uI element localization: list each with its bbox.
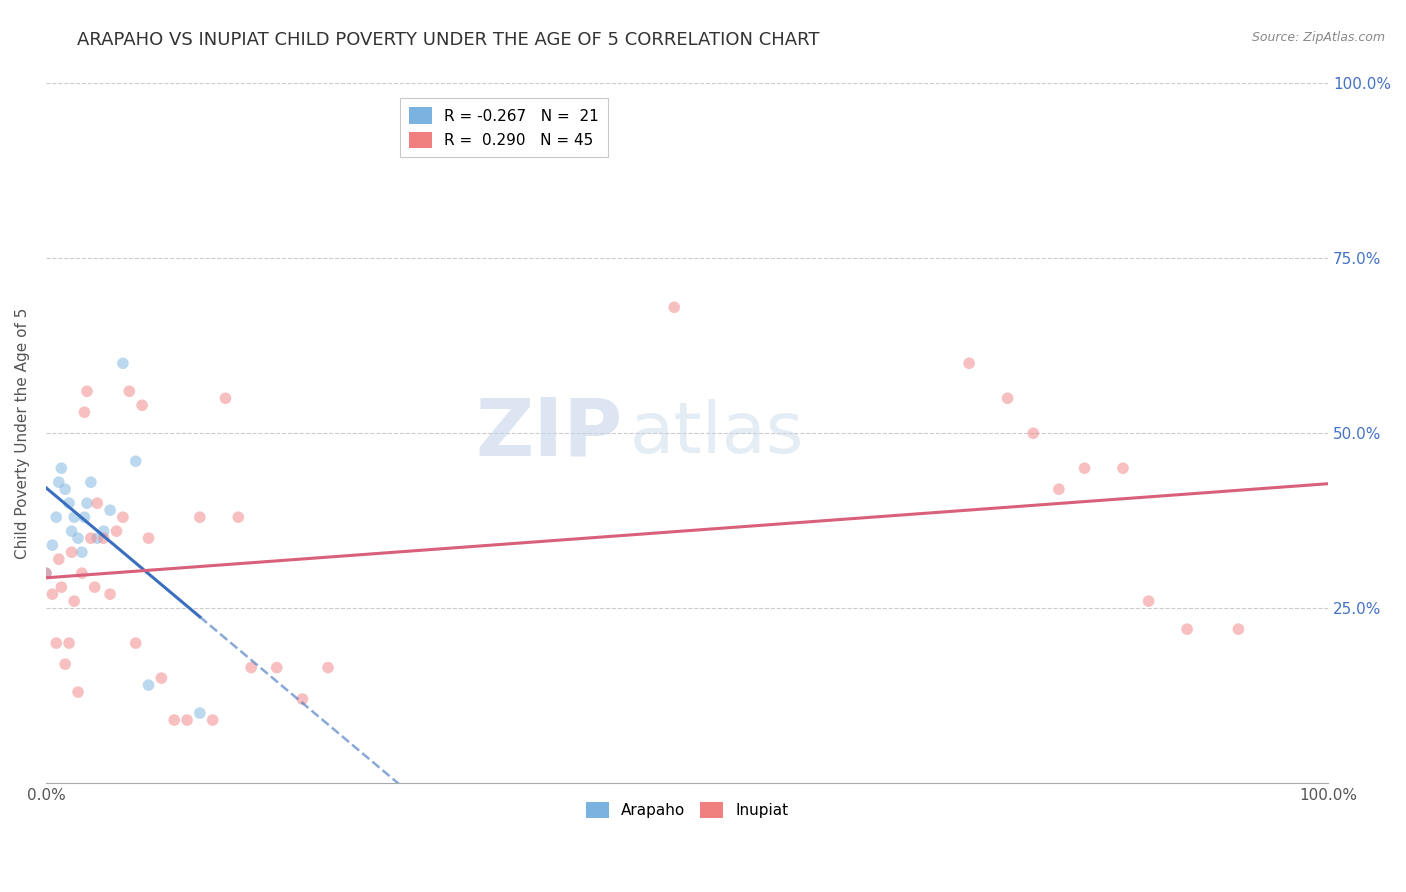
Point — [316, 660, 339, 674]
Point — [70, 566, 93, 581]
Point — [118, 384, 141, 399]
Text: Source: ZipAtlas.com: Source: ZipAtlas.com — [1251, 31, 1385, 45]
Text: ZIP: ZIP — [475, 394, 623, 472]
Point — [266, 660, 288, 674]
Point — [1175, 622, 1198, 636]
Point — [66, 531, 89, 545]
Point — [1112, 461, 1135, 475]
Point — [291, 692, 314, 706]
Point — [997, 391, 1019, 405]
Point — [70, 545, 93, 559]
Point — [125, 636, 148, 650]
Point — [93, 524, 115, 538]
Point — [188, 510, 211, 524]
Point — [240, 660, 263, 674]
Point — [58, 636, 80, 650]
Y-axis label: Child Poverty Under the Age of 5: Child Poverty Under the Age of 5 — [15, 308, 30, 559]
Point — [48, 475, 70, 490]
Point — [201, 713, 224, 727]
Point — [45, 510, 67, 524]
Point — [664, 301, 686, 315]
Point — [73, 405, 96, 419]
Point — [226, 510, 249, 524]
Point — [60, 545, 83, 559]
Point — [63, 510, 86, 524]
Point — [63, 594, 86, 608]
Point — [60, 524, 83, 538]
Text: atlas: atlas — [630, 399, 804, 467]
Point — [125, 454, 148, 468]
Point — [53, 482, 76, 496]
Point — [51, 580, 73, 594]
Point — [98, 503, 121, 517]
Point — [1073, 461, 1095, 475]
Point — [51, 461, 73, 475]
Point — [105, 524, 128, 538]
Point — [73, 510, 96, 524]
Point — [111, 356, 134, 370]
Point — [957, 356, 980, 370]
Point — [111, 510, 134, 524]
Point — [48, 552, 70, 566]
Point — [150, 671, 173, 685]
Point — [86, 531, 108, 545]
Point — [1227, 622, 1250, 636]
Point — [80, 531, 103, 545]
Point — [188, 706, 211, 720]
Point — [93, 531, 115, 545]
Point — [86, 496, 108, 510]
Point — [131, 398, 153, 412]
Point — [53, 657, 76, 672]
Legend: Arapaho, Inupiat: Arapaho, Inupiat — [579, 797, 794, 824]
Point — [35, 566, 58, 581]
Point — [41, 538, 63, 552]
Text: ARAPAHO VS INUPIAT CHILD POVERTY UNDER THE AGE OF 5 CORRELATION CHART: ARAPAHO VS INUPIAT CHILD POVERTY UNDER T… — [77, 31, 820, 49]
Point — [176, 713, 198, 727]
Point — [76, 496, 98, 510]
Point — [80, 475, 103, 490]
Point — [76, 384, 98, 399]
Point — [1047, 482, 1070, 496]
Point — [163, 713, 186, 727]
Point — [58, 496, 80, 510]
Point — [1022, 426, 1045, 441]
Point — [41, 587, 63, 601]
Point — [214, 391, 236, 405]
Point — [83, 580, 105, 594]
Point — [35, 566, 58, 581]
Point — [45, 636, 67, 650]
Point — [98, 587, 121, 601]
Point — [138, 531, 160, 545]
Point — [138, 678, 160, 692]
Point — [1137, 594, 1160, 608]
Point — [66, 685, 89, 699]
